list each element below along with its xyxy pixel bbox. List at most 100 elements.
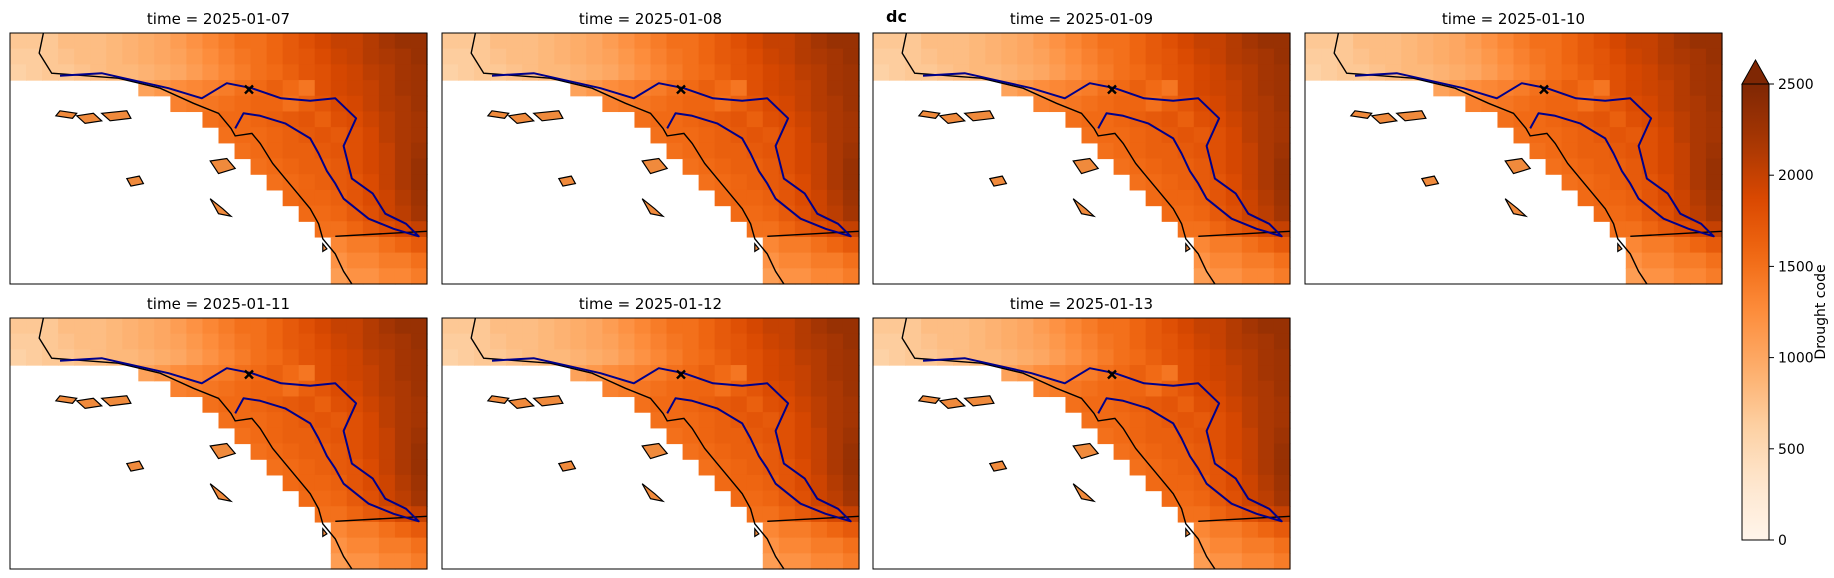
heatmap-cell [378,318,396,335]
heatmap-cell [778,174,796,191]
heatmap-cell [985,349,1002,366]
region-boundary [59,357,420,523]
heatmap-cell [202,318,220,335]
heatmap-cell [650,349,668,366]
heatmap-cell [394,142,412,160]
heatmap-cell [314,365,332,382]
heatmap-cell [1385,33,1402,50]
heatmap-cell [1065,318,1083,335]
heatmap-cell [762,521,780,539]
island-outline [1370,112,1399,125]
heatmap-cell [650,127,668,144]
heatmap-cell [282,48,300,65]
heatmap-cell [746,459,764,476]
heatmap-cell [1273,48,1291,65]
heatmap-cell [586,33,603,50]
heatmap-cell [1129,48,1147,65]
heatmap-cell [42,349,59,366]
heatmap-cell [1705,205,1723,222]
region-boundary [922,357,1283,523]
heatmap-cell [330,111,348,128]
heatmap-cell [937,33,954,50]
heatmap-cell [42,48,59,65]
heatmap-cell [1065,64,1083,81]
heatmap-cell [330,174,348,191]
map-panel-2025-01-07: time = 2025-01-07 [9,10,428,285]
heatmap-cell [1081,95,1099,113]
heatmap-cell [378,521,396,539]
heatmap-cell [778,142,796,160]
heatmap-cell [650,396,668,413]
heatmap-cell [842,80,860,97]
heatmap-cell [810,142,828,160]
heatmap-cell [394,521,412,539]
heatmap-cell [1049,80,1067,97]
heatmap-cell [394,189,412,207]
heatmap-cell [1257,380,1275,398]
heatmap-cell [1273,443,1291,460]
heatmap-cell [762,443,780,460]
heatmap-cell [394,80,412,97]
heatmap-cell [74,48,91,65]
heatmap-cell [10,64,27,81]
heatmap-cell [282,189,300,207]
heatmap-cell [937,48,954,65]
heatmap-cell [810,189,828,207]
heatmap-cell [1257,205,1275,222]
heatmap-cell [218,111,236,128]
heatmap-cell [810,252,828,269]
heatmap-cell [842,205,860,222]
heatmap-cell [1225,412,1243,429]
heatmap-cell [346,521,364,539]
heatmap-cell [985,333,1002,350]
island-outline [125,175,145,187]
heatmap-cell [1113,64,1131,81]
heatmap-cell [1161,474,1179,492]
heatmap-cell [746,490,764,507]
heatmap-cell [122,349,139,366]
heatmap-cell [826,318,844,335]
heatmap-cell [362,33,380,50]
heatmap-cell [826,553,844,570]
heatmap-cell [362,95,380,113]
island-outline [641,198,666,218]
heatmap-cell [42,64,59,81]
heatmap-cell [1545,33,1563,50]
heatmap-cell [410,236,428,254]
heatmap-cell [362,365,380,382]
heatmap-cell [1305,33,1322,50]
heatmap-cell [1625,64,1643,81]
heatmap-cell [746,221,764,238]
heatmap-cell [1689,174,1707,191]
heatmap-cell [138,333,155,350]
heatmap-cell [826,95,844,113]
heatmap-cell [1209,521,1227,539]
island-outline [641,157,669,175]
heatmap-cell [794,64,812,81]
heatmap-cell [873,333,890,350]
heatmap-cell [1497,80,1515,97]
heatmap-cell [138,349,155,366]
heatmap-cell [1625,95,1643,113]
heatmap-cell [1129,427,1147,445]
island-outline [54,110,78,119]
heatmap-cell [1241,174,1259,191]
heatmap-cell [298,127,316,144]
heatmap-cell [1593,174,1611,191]
heatmap-cell [394,553,412,570]
island-outline [322,527,328,538]
heatmap-cell [1609,174,1627,191]
heatmap-cell [1129,95,1147,113]
heatmap-cell [1241,333,1259,350]
heatmap-cell [1113,158,1131,175]
heatmap-cell [218,333,236,350]
heatmap-cell [282,111,300,128]
heatmap-cell [346,474,364,492]
heatmap-cell [314,459,332,476]
heatmap-cell [1673,158,1691,175]
heatmap-cell [762,506,780,523]
heatmap-cell [1705,268,1723,285]
heatmap-cell [570,318,587,335]
heatmap-cell [1577,111,1595,128]
heatmap-cell [1065,396,1083,413]
